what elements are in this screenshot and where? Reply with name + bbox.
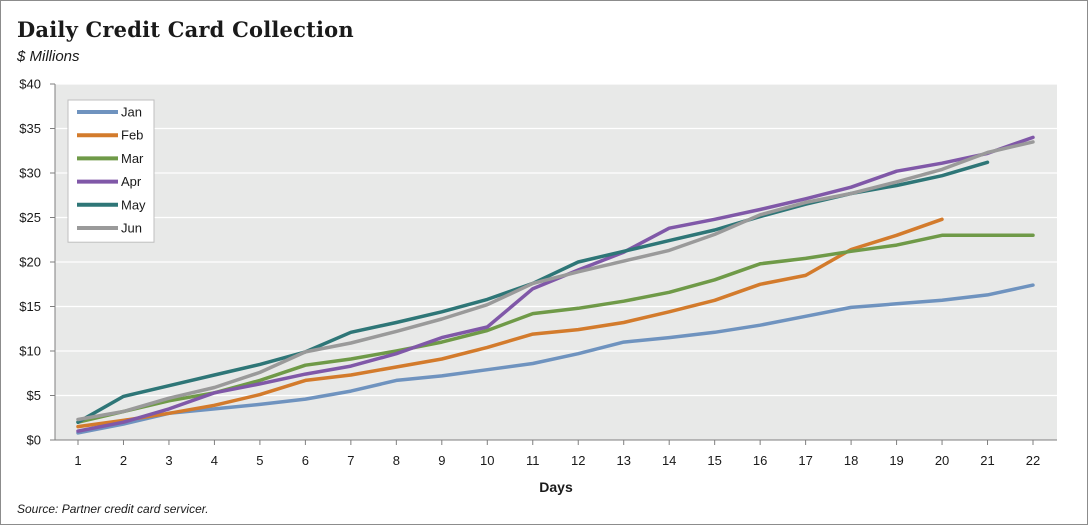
legend-label-mar: Mar (121, 151, 144, 166)
x-axis-ticks: 1 2 3 4 5 6 7 8 9 10 11 12 13 14 15 16 17 18 19 20 21 22 (74, 453, 1040, 468)
axes (50, 83, 1057, 445)
x-tick-label: 2 (120, 453, 127, 468)
legend-label-jan: Jan (121, 105, 142, 120)
x-tick-label: 12 (571, 453, 585, 468)
y-tick-label: $0 (27, 433, 41, 448)
y-axis-ticks: $0 $5 $10 $15 $20 $25 $30 $35 $40 (19, 77, 41, 448)
x-tick-label: 8 (393, 453, 400, 468)
x-tick-label: 10 (480, 453, 494, 468)
series-line-jun (76, 140, 1035, 422)
y-tick-label: $30 (19, 166, 41, 181)
legend-box (67, 99, 155, 243)
series-line-jan (76, 283, 1035, 435)
x-tick-label: 6 (302, 453, 309, 468)
chart-title: Daily Credit Card Collection (17, 17, 354, 42)
legend-label-jun: Jun (121, 221, 142, 236)
y-tick-label: $40 (19, 77, 41, 92)
x-tick-label: 11 (526, 453, 540, 468)
y-tick-label: $20 (19, 255, 41, 270)
x-tick-label: 17 (798, 453, 812, 468)
y-tick-label: $25 (19, 210, 41, 225)
x-tick-label: 5 (256, 453, 263, 468)
y-tick-label: $35 (19, 121, 41, 136)
x-tick-label: 22 (1026, 453, 1040, 468)
x-tick-label: 3 (165, 453, 172, 468)
y-tick-label: $10 (19, 344, 41, 359)
x-tick-label: 13 (616, 453, 630, 468)
x-tick-label: 14 (662, 453, 676, 468)
x-tick-label: 4 (211, 453, 218, 468)
legend-label-apr: Apr (121, 174, 142, 189)
y-tick-label: $5 (27, 388, 41, 403)
x-tick-label: 15 (707, 453, 721, 468)
legend: Jan Feb Mar Apr May Jun (67, 99, 155, 243)
series-line-feb (76, 217, 944, 429)
y-tick-label: $15 (19, 299, 41, 314)
x-tick-label: 1 (74, 453, 81, 468)
chart-subtitle: $ Millions (17, 48, 80, 65)
x-tick-label: 21 (980, 453, 994, 468)
x-tick-label: 19 (889, 453, 903, 468)
x-tick-label: 7 (347, 453, 354, 468)
legend-label-feb: Feb (121, 128, 143, 143)
series-lines (76, 135, 1035, 435)
x-tick-label: 20 (935, 453, 949, 468)
x-axis-title: Days (539, 479, 573, 495)
x-tick-label: 9 (438, 453, 445, 468)
source-note: Source: Partner credit card servicer. (17, 502, 209, 516)
gridlines (55, 83, 1057, 397)
legend-label-may: May (121, 197, 146, 212)
x-tick-label: 16 (753, 453, 767, 468)
x-tick-label: 18 (844, 453, 858, 468)
